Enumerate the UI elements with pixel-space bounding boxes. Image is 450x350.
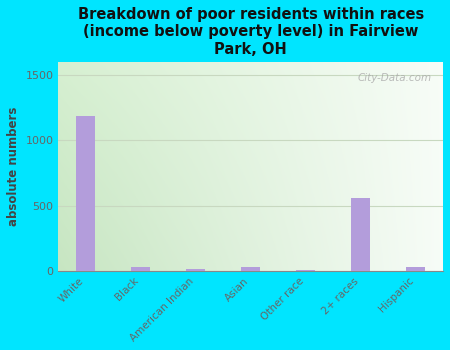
Bar (351, 198, 370, 271)
Text: City-Data.com: City-Data.com (357, 72, 432, 83)
Bar (76, 116, 95, 271)
Bar (131, 267, 150, 271)
Bar (296, 270, 315, 271)
Title: Breakdown of poor residents within races
(income below poverty level) in Fairvie: Breakdown of poor residents within races… (77, 7, 424, 57)
Y-axis label: absolute numbers: absolute numbers (7, 107, 20, 226)
Bar (241, 267, 261, 271)
Bar (186, 269, 205, 271)
Bar (406, 267, 425, 271)
